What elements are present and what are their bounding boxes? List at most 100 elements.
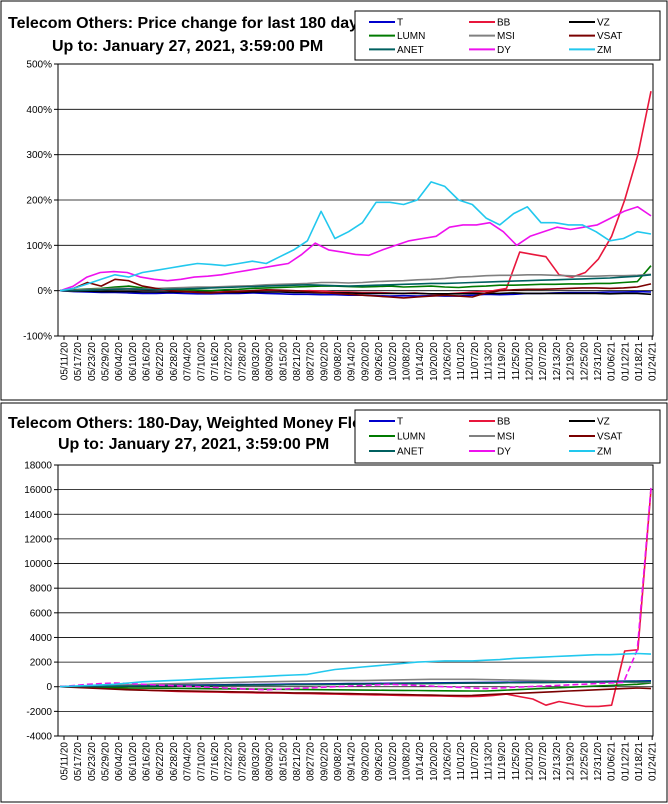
x-tick-label: 08/09/20 xyxy=(265,742,276,781)
legend-label-t: T xyxy=(397,18,403,29)
x-tick-label: 12/01/20 xyxy=(525,742,536,781)
y-tick-label: 16000 xyxy=(24,485,52,496)
x-tick-label: 06/22/20 xyxy=(155,742,166,781)
x-tick-label: 05/29/20 xyxy=(101,742,112,781)
x-tick-label: 05/11/20 xyxy=(60,342,71,381)
x-tick-label: 10/20/20 xyxy=(429,342,440,381)
legend-label-vz: VZ xyxy=(597,417,610,428)
x-tick-label: 07/28/20 xyxy=(237,742,248,781)
x-tick-label: 11/07/20 xyxy=(470,742,481,781)
x-tick-label: 12/07/20 xyxy=(538,742,549,781)
series-line-vz xyxy=(59,289,652,296)
legend-label-vsat: VSAT xyxy=(597,432,622,443)
x-tick-label: 08/03/20 xyxy=(251,342,262,381)
x-tick-label: 08/27/20 xyxy=(306,742,317,781)
y-tick-label: 18000 xyxy=(24,461,52,472)
x-tick-label: 10/08/20 xyxy=(401,342,412,381)
legend-label-bb: BB xyxy=(497,417,511,428)
x-tick-label: 01/06/21 xyxy=(607,342,618,381)
x-tick-label: 10/26/20 xyxy=(442,742,453,781)
x-tick-label: 05/23/20 xyxy=(87,342,98,381)
x-tick-label: 01/18/21 xyxy=(634,342,645,381)
x-tick-label: 09/08/20 xyxy=(333,342,344,381)
chart1-subtitle: Up to: January 27, 2021, 3:59:00 PM xyxy=(52,38,323,55)
x-tick-label: 01/06/21 xyxy=(607,742,618,781)
x-tick-label: 09/14/20 xyxy=(347,342,358,381)
x-tick-label: 12/19/20 xyxy=(566,742,577,781)
legend-label-dy: DY xyxy=(497,447,511,458)
legend-label-zm: ZM xyxy=(597,45,611,56)
x-tick-label: 07/16/20 xyxy=(210,342,221,381)
x-tick-label: 09/08/20 xyxy=(333,742,344,781)
x-tick-label: 08/15/20 xyxy=(278,742,289,781)
y-tick-label: 10000 xyxy=(24,559,52,570)
y-tick-label: 100% xyxy=(26,241,52,252)
y-tick-label: -2000 xyxy=(26,707,52,718)
x-tick-label: 12/19/20 xyxy=(566,342,577,381)
series-line-zm xyxy=(59,181,652,292)
y-tick-label: 0% xyxy=(38,286,53,297)
x-tick-label: 06/28/20 xyxy=(169,742,180,781)
x-tick-label: 12/31/20 xyxy=(593,342,604,381)
x-tick-label: 12/13/20 xyxy=(552,742,563,781)
series-line-anet xyxy=(59,680,652,688)
series-line-vsat xyxy=(59,685,652,697)
series-line-zm xyxy=(59,652,652,688)
y-tick-label: -100% xyxy=(23,332,52,343)
x-tick-label: 06/16/20 xyxy=(142,342,153,381)
plot-area xyxy=(57,464,654,737)
y-tick-label: 8000 xyxy=(30,584,53,595)
x-tick-label: 11/19/20 xyxy=(497,342,508,381)
x-tick-label: 08/27/20 xyxy=(306,342,317,381)
x-tick-label: 06/28/20 xyxy=(169,342,180,381)
legend-label-zm: ZM xyxy=(597,447,611,458)
x-tick-label: 11/25/20 xyxy=(511,342,522,381)
x-tick-label: 06/04/20 xyxy=(114,742,125,781)
y-tick-label: 300% xyxy=(26,150,52,161)
chart1: -100% 0% 100% 200% 300% 400% 500% 05/11/20 05/17… xyxy=(23,10,661,381)
x-tick-label: 10/26/20 xyxy=(442,342,453,381)
legend-label-anet: ANET xyxy=(397,447,424,458)
x-tick-label: 12/13/20 xyxy=(552,342,563,381)
y-tick-label: 200% xyxy=(26,196,52,207)
y-tick-label: 6000 xyxy=(30,608,53,619)
legend-label-vz: VZ xyxy=(597,18,610,29)
x-tick-label: 07/22/20 xyxy=(224,742,235,781)
chart2-subtitle: Up to: January 27, 2021, 3:59:00 PM xyxy=(58,436,329,453)
x-tick-label: 09/26/20 xyxy=(374,742,385,781)
x-tick-label: 10/14/20 xyxy=(415,742,426,781)
x-tick-label: 07/22/20 xyxy=(224,342,235,381)
x-tick-label: 11/19/20 xyxy=(497,742,508,781)
x-tick-label: 08/09/20 xyxy=(265,342,276,381)
x-tick-label: 11/13/20 xyxy=(484,342,495,381)
x-tick-label: 08/21/20 xyxy=(292,342,303,381)
x-tick-label: 01/24/21 xyxy=(648,342,659,381)
y-tick-label: 2000 xyxy=(30,658,53,669)
series-line-anet xyxy=(60,274,652,292)
x-tick-label: 09/20/20 xyxy=(360,342,371,381)
x-tick-label: 09/14/20 xyxy=(347,742,358,781)
x-tick-label: 06/22/20 xyxy=(155,342,166,381)
chart2: -4000 -2000 0 2000 4000 6000 8000 10000 12000 140… xyxy=(24,409,661,781)
x-tick-label: 08/21/20 xyxy=(292,742,303,781)
legend-label-anet: ANET xyxy=(397,45,424,56)
x-tick-label: 06/10/20 xyxy=(128,342,139,381)
x-tick-label: 10/08/20 xyxy=(401,742,412,781)
y-tick-label: -4000 xyxy=(26,732,52,743)
x-tick-label: 12/31/20 xyxy=(593,742,604,781)
x-tick-label: 12/07/20 xyxy=(538,342,549,381)
legend-label-bb: BB xyxy=(497,18,511,29)
x-tick-label: 07/10/20 xyxy=(196,742,207,781)
x-tick-label: 10/14/20 xyxy=(415,342,426,381)
legend-label-vsat: VSAT xyxy=(597,31,622,42)
legend-label-msi: MSI xyxy=(497,31,515,42)
legend-label-t: T xyxy=(397,417,403,428)
legend-label-msi: MSI xyxy=(497,432,515,443)
x-tick-label: 12/25/20 xyxy=(579,742,590,781)
x-tick-label: 06/10/20 xyxy=(128,742,139,781)
x-tick-label: 01/18/21 xyxy=(634,742,645,781)
x-tick-label: 01/12/21 xyxy=(620,742,631,781)
x-tick-label: 09/26/20 xyxy=(374,342,385,381)
y-tick-label: 0 xyxy=(46,682,52,693)
